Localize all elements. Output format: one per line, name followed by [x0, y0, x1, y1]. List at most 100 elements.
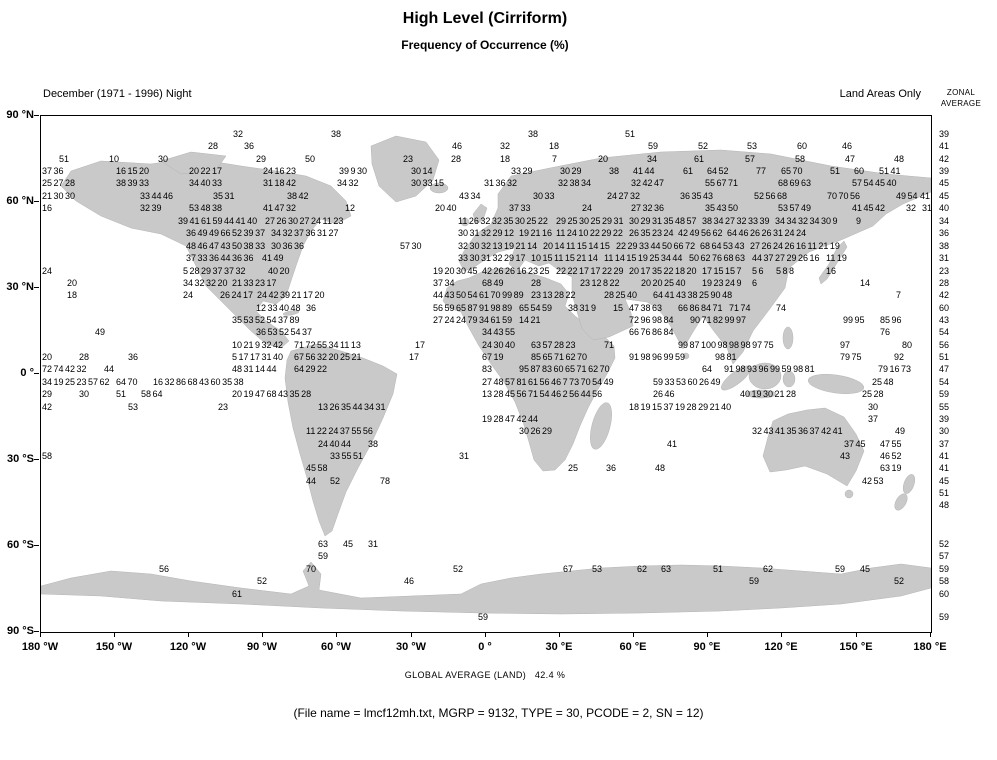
grid-value: 34 32 37 36 31 27	[271, 228, 339, 238]
grid-value: 34 19 25 23 57 62	[42, 377, 110, 387]
grid-value: 76	[880, 327, 891, 337]
y-tick	[34, 287, 39, 288]
grid-value: 31 18 42	[263, 178, 297, 188]
grid-value: 49 54	[896, 191, 918, 201]
zonal-average-value: 51	[939, 352, 950, 362]
grid-value: 38	[528, 129, 539, 139]
grid-value: 37	[868, 414, 879, 424]
zonal-average-value: 45	[939, 476, 950, 486]
grid-value: 11 14 15 19 25 34 44	[604, 253, 683, 263]
zonal-average-value: 55	[939, 402, 950, 412]
grid-value: 17	[415, 340, 426, 350]
grid-value: 71 74	[729, 303, 751, 313]
x-axis-label: 150 °W	[95, 641, 133, 653]
grid-value: 30	[868, 402, 879, 412]
grid-value: 17	[409, 352, 420, 362]
grid-value: 36 49 49 66 52 39 37	[186, 228, 266, 238]
grid-value: 46	[404, 576, 415, 586]
grid-value: 64 41 43 38 25 90 48	[653, 290, 733, 300]
grid-value: 38	[368, 439, 379, 449]
x-tick	[781, 632, 782, 637]
grid-value: 32 30 32 13 19 21 14	[458, 241, 538, 251]
zonal-average-value: 36	[939, 228, 950, 238]
x-axis-label: 30 °W	[395, 641, 427, 653]
grid-value: 48	[894, 154, 905, 164]
grid-value: 52 56 68	[754, 191, 788, 201]
x-tick	[262, 632, 263, 637]
grid-value: 55 67 71	[705, 178, 739, 188]
grid-value: 27 26 24 26 16 11 21 19	[750, 241, 840, 251]
grid-value: 16	[826, 266, 837, 276]
grid-value: 68 64 53 43	[700, 241, 745, 251]
y-axis-label: 60 °S	[6, 539, 34, 551]
grid-value: 47 38 63	[629, 303, 663, 313]
grid-value: 5 8 8	[776, 266, 795, 276]
grid-value: 33 29	[511, 166, 533, 176]
grid-value: 18	[67, 290, 78, 300]
grid-value: 24 16 23	[263, 166, 297, 176]
grid-value: 23	[218, 402, 229, 412]
grid-value: 16	[42, 203, 53, 213]
zonal-average-value: 39	[939, 166, 950, 176]
grid-value: 64 46 26 26 31 24 24	[727, 228, 807, 238]
grid-value: 56	[159, 564, 170, 574]
zonal-average-value: 39	[939, 414, 950, 424]
grid-value: 38	[609, 166, 620, 176]
x-tick	[559, 632, 560, 637]
grid-value: 95 87 83 60 65 71 62 70	[519, 364, 610, 374]
x-tick	[930, 632, 931, 637]
grid-value: 37 36	[42, 166, 64, 176]
grid-value: 44	[306, 476, 317, 486]
grid-value: 41 45 42	[852, 203, 886, 213]
zonal-average-value: 31	[939, 253, 950, 263]
grid-value: 20 40	[435, 203, 457, 213]
grid-value: 60	[797, 141, 808, 151]
grid-value: 30 33 15	[411, 178, 445, 188]
x-axis-label: 120 °E	[764, 641, 798, 653]
zonal-average-value: 48	[939, 500, 950, 510]
x-axis-label: 120 °W	[169, 641, 207, 653]
grid-value: 57	[745, 154, 756, 164]
grid-value: 92	[894, 352, 905, 362]
grid-value: 50	[305, 154, 316, 164]
grid-value: 34 32 32 20	[183, 278, 228, 288]
grid-value: 56 59 65 87 91 98 89	[433, 303, 513, 313]
grid-value: 24	[582, 203, 593, 213]
grid-value: 38 42	[287, 191, 309, 201]
grid-value: 30 26 29	[519, 426, 553, 436]
grid-value: 26 35 23 24	[629, 228, 674, 238]
zonal-average-value: 42	[939, 154, 950, 164]
grid-value: 35 31	[213, 191, 235, 201]
grid-value: 62	[763, 564, 774, 574]
y-axis-label: 30 °S	[6, 453, 34, 465]
grid-value: 53	[747, 141, 758, 151]
zonal-header-line2: AVERAGE	[940, 99, 982, 108]
grid-value: 37 34	[433, 278, 455, 288]
grid-value: 30 31 32 29 12	[458, 228, 515, 238]
x-axis-label: 90 °E	[693, 641, 721, 653]
grid-value: 58	[795, 154, 806, 164]
grid-value: 39 9 30	[339, 166, 368, 176]
grid-value: 91 98 93 96 99 59 98 81	[724, 364, 815, 374]
grid-value: 71	[604, 340, 615, 350]
grid-value: 37 33	[509, 203, 531, 213]
grid-value: 64 70	[116, 377, 138, 387]
grid-value: 37 45	[844, 439, 866, 449]
grid-value: 42	[42, 402, 53, 412]
x-tick	[114, 632, 115, 637]
grid-value: 35 53 52 54 37 89	[232, 315, 300, 325]
zonal-header-line1: ZONAL	[946, 88, 976, 97]
grid-value: 26 24 17	[220, 290, 254, 300]
grid-value: 67 56 32 20 25 21	[294, 352, 362, 362]
grid-value: 27 48 57 81 61 56 46 7 73 70 54 49	[482, 377, 614, 387]
grid-value: 53	[128, 402, 139, 412]
grid-value: 20	[67, 278, 78, 288]
grid-value: 34 32	[337, 178, 359, 188]
grid-value: 50 62 76 68 63	[689, 253, 746, 263]
zonal-average-value: 45	[939, 191, 950, 201]
grid-value: 37 33 36 44 36 36	[186, 253, 254, 263]
grid-value: 51	[59, 154, 70, 164]
x-tick	[856, 632, 857, 637]
grid-value: 33 55 51	[330, 451, 364, 461]
grid-value: 36 35 43	[680, 191, 714, 201]
